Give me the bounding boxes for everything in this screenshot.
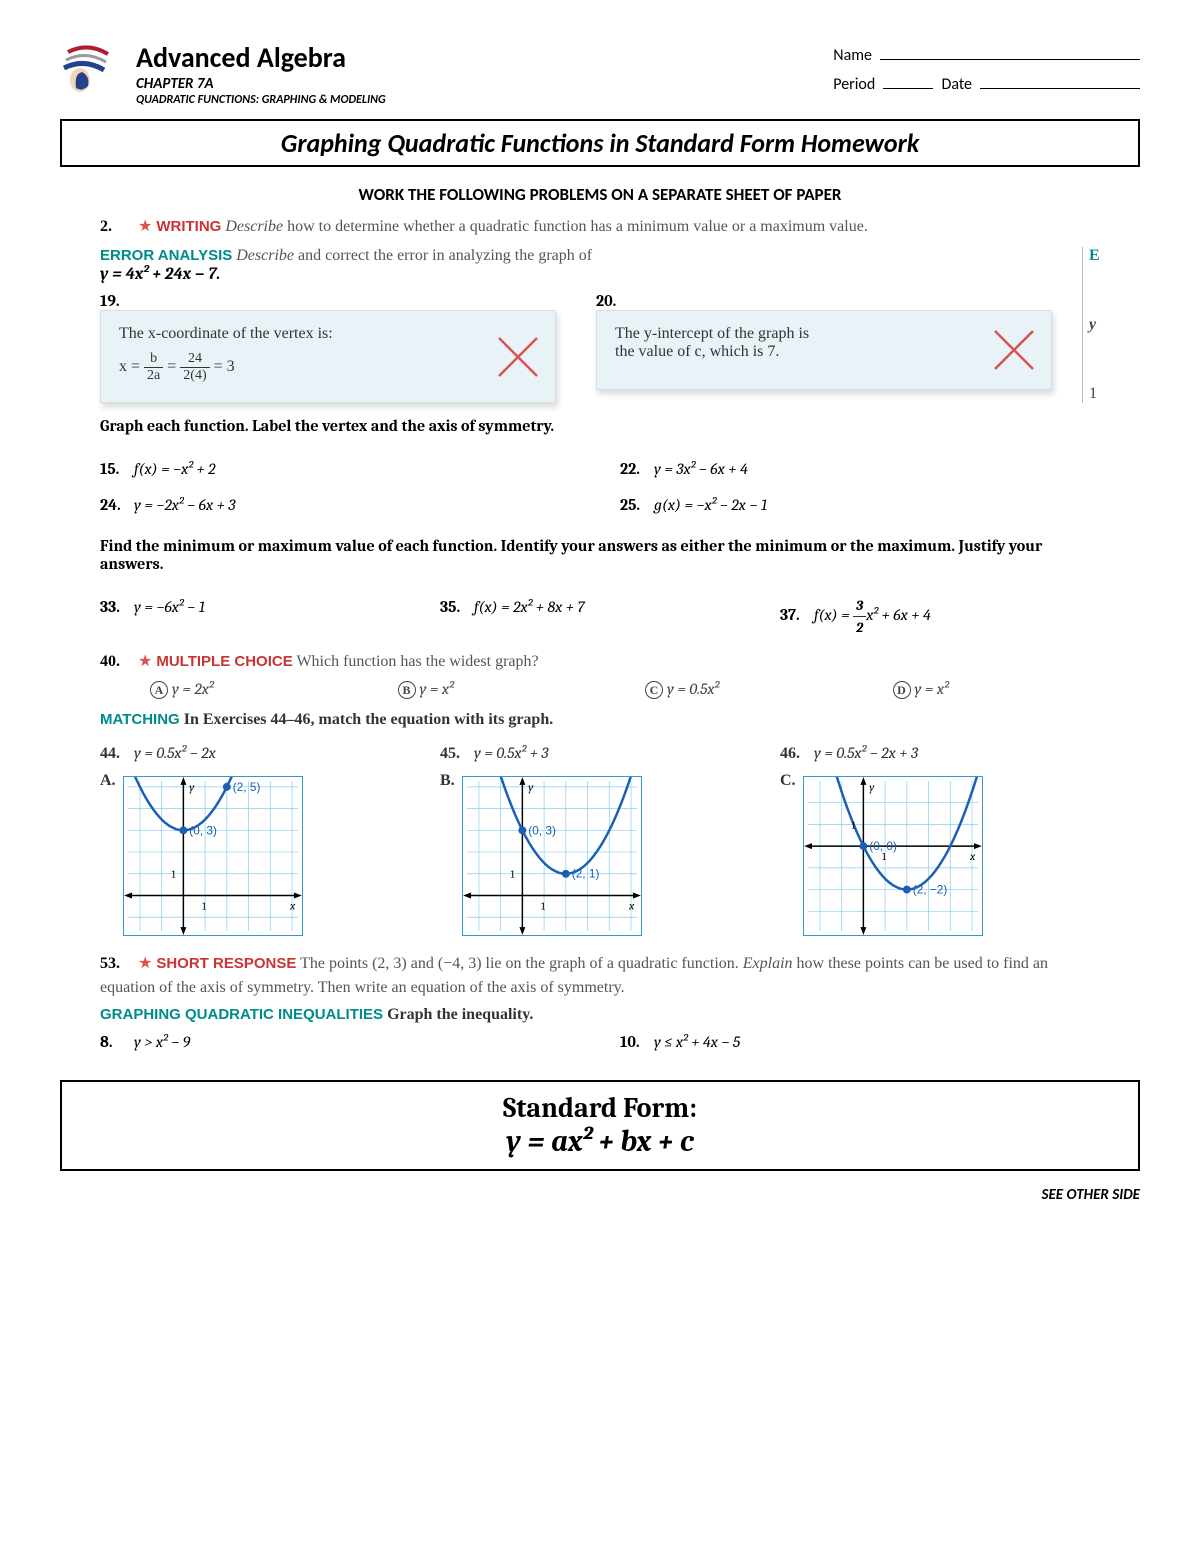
matching-keyword: MATCHING (100, 711, 180, 728)
error-cards: 19. The x-coordinate of the vertex is: x… (100, 292, 1052, 403)
svg-text:y: y (529, 780, 535, 794)
error-prompt: ERROR ANALYSIS Describe and correct the … (100, 247, 1052, 265)
equation: y = −2x² − 6x + 3 (134, 496, 235, 514)
star-icon: ★ (138, 653, 152, 670)
graph-b: (0, 3) (2, 1) x y 1 1 (462, 776, 642, 936)
period-label: Period (833, 75, 875, 94)
svg-text:(2, 1): (2, 1) (572, 867, 600, 881)
matching-prompt: MATCHING In Exercises 44–46, match the e… (100, 711, 1100, 729)
chapter-subtitle: QUADRATIC FUNCTIONS: GRAPHING & MODELING (136, 93, 817, 107)
date-line[interactable] (980, 88, 1140, 89)
problem-text: Which function has the widest graph? (296, 653, 538, 670)
problem-text: how to determine whether a quadratic fun… (283, 218, 868, 235)
mc-keyword: MULTIPLE CHOICE (156, 653, 292, 670)
error-card-19: The x-coordinate of the vertex is: x = b… (100, 310, 556, 403)
error-card-20: The y-intercept of the graph is the valu… (596, 310, 1052, 390)
svg-text:y: y (189, 780, 195, 794)
x-mark-icon (991, 327, 1037, 373)
equation: y ≤ x² + 4x − 5 (654, 1033, 740, 1051)
homework-title: Graphing Quadratic Functions in Standard… (74, 127, 1126, 159)
footer-note: SEE OTHER SIDE (60, 1186, 1140, 1204)
page-header: Advanced Algebra CHAPTER 7A QUADRATIC FU… (60, 40, 1140, 107)
equation: f(x) = 32x² + 6x + 4 (814, 606, 931, 624)
course-title: Advanced Algebra (136, 40, 817, 75)
header-titles: Advanced Algebra CHAPTER 7A QUADRATIC FU… (136, 40, 817, 107)
error-analysis-keyword: ERROR ANALYSIS (100, 247, 232, 264)
period-date-row: Period Date (833, 75, 1140, 94)
side-fragment: E y 1 (1082, 247, 1100, 403)
svg-text:1: 1 (511, 868, 516, 881)
name-field: Name (833, 46, 1140, 65)
equation: f(x) = −x² + 2 (134, 460, 215, 478)
svg-text:(2, −2): (2, −2) (913, 883, 948, 897)
equation: y > x² − 9 (134, 1033, 190, 1051)
minmax-problems: 33.y = −6x² − 1 35.f(x) = 2x² + 8x + 7 3… (100, 589, 1100, 644)
card-20-text: The y-intercept of the graph is the valu… (615, 325, 815, 361)
ineq-keyword: GRAPHING QUADRATIC INEQUALITIES (100, 1006, 383, 1023)
problem-number: 19. (100, 292, 134, 310)
standard-form-equation: y = ax² + bx + c (72, 1124, 1128, 1159)
graph-a: (0, 3) (2, 5) x y 1 1 (123, 776, 303, 936)
problem-53: 53. ★ SHORT RESPONSE The points (2, 3) a… (100, 952, 1100, 1000)
standard-form-title: Standard Form: (72, 1092, 1128, 1124)
name-line[interactable] (880, 59, 1140, 60)
work-instruction: WORK THE FOLLOWING PROBLEMS ON A SEPARAT… (100, 184, 1100, 205)
writing-keyword: WRITING (156, 218, 221, 235)
student-fields: Name Period Date (833, 40, 1140, 94)
name-label: Name (833, 46, 872, 65)
star-icon: ★ (138, 218, 152, 235)
graph-problems-row1: 15.f(x) = −x² + 2 22.y = 3x² − 6x + 4 (100, 451, 1100, 487)
equation: y = 3x² − 6x + 4 (654, 460, 748, 478)
matching-graphs: A. (0, 3)(2, 5)xy11 B. (0, 3)(2, 1)xy11 … (100, 772, 1100, 940)
svg-text:(0, 3): (0, 3) (529, 823, 557, 837)
chapter-label: CHAPTER 7A (136, 75, 817, 93)
inequality-prompt: GRAPHING QUADRATIC INEQUALITIES Graph th… (100, 1006, 1100, 1024)
equation: g(x) = −x² − 2x − 1 (654, 496, 767, 514)
matching-equations: 44.y = 0.5x² − 2x 45.y = 0.5x² + 3 46.y … (100, 735, 1100, 772)
svg-text:1: 1 (172, 868, 177, 881)
card-19-line1: The x-coordinate of the vertex is: (119, 325, 537, 343)
equation: f(x) = 2x² + 8x + 7 (474, 598, 585, 616)
card-19-x: x = (119, 358, 144, 375)
mc-options: Ay = 2x² By = x² Cy = 0.5x² Dy = x² (100, 680, 1100, 699)
problem-number: 20. (596, 292, 630, 310)
graph-problems-row2: 24.y = −2x² − 6x + 3 25.g(x) = −x² − 2x … (100, 487, 1100, 523)
svg-text:x: x (969, 849, 976, 863)
x-mark-icon (495, 334, 541, 380)
svg-text:1: 1 (541, 899, 546, 912)
graph-section-head: Graph each function. Label the vertex an… (100, 417, 1100, 435)
graph-c: (0, 0)(2, −2)xy11 (803, 776, 983, 936)
star-icon: ★ (138, 955, 152, 972)
svg-text:x: x (289, 898, 296, 912)
content-area: WORK THE FOLLOWING PROBLEMS ON A SEPARAT… (60, 184, 1140, 1060)
svg-text:1: 1 (202, 899, 207, 912)
problem-number: 2. (100, 215, 134, 239)
standard-form-box: Standard Form: y = ax² + bx + c (60, 1080, 1140, 1171)
error-text: and correct the error in analyzing the g… (294, 247, 592, 264)
sr-keyword: SHORT RESPONSE (156, 955, 296, 972)
period-line[interactable] (883, 88, 933, 89)
emphasis: Describe (225, 218, 283, 235)
emphasis: Describe (236, 247, 294, 264)
equation: y = −6x² − 1 (134, 598, 205, 616)
svg-text:(2, 5): (2, 5) (233, 780, 261, 794)
minmax-section-head: Find the minimum or maximum value of eac… (100, 537, 1100, 573)
homework-title-box: Graphing Quadratic Functions in Standard… (60, 119, 1140, 167)
error-analysis-section: ERROR ANALYSIS Describe and correct the … (100, 247, 1100, 403)
inequality-problems: 8.y > x² − 9 10.y ≤ x² + 4x − 5 (100, 1024, 1100, 1060)
problem-2: 2. ★ WRITING Describe how to determine w… (100, 215, 1100, 239)
svg-text:y: y (869, 780, 875, 794)
problem-40: 40. ★ MULTIPLE CHOICE Which function has… (100, 650, 1100, 674)
svg-text:x: x (628, 898, 635, 912)
date-label: Date (941, 75, 972, 94)
error-equation: y = 4x² + 24x − 7. (100, 265, 1052, 284)
school-logo-icon (60, 40, 120, 100)
svg-text:(0, 3): (0, 3) (189, 823, 217, 837)
